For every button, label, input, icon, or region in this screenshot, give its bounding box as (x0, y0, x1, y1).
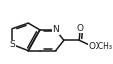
Text: O: O (87, 42, 94, 51)
Text: N: N (52, 25, 59, 34)
Text: S: S (9, 40, 15, 49)
Text: O: O (76, 24, 83, 33)
Text: OCH₃: OCH₃ (91, 42, 111, 51)
